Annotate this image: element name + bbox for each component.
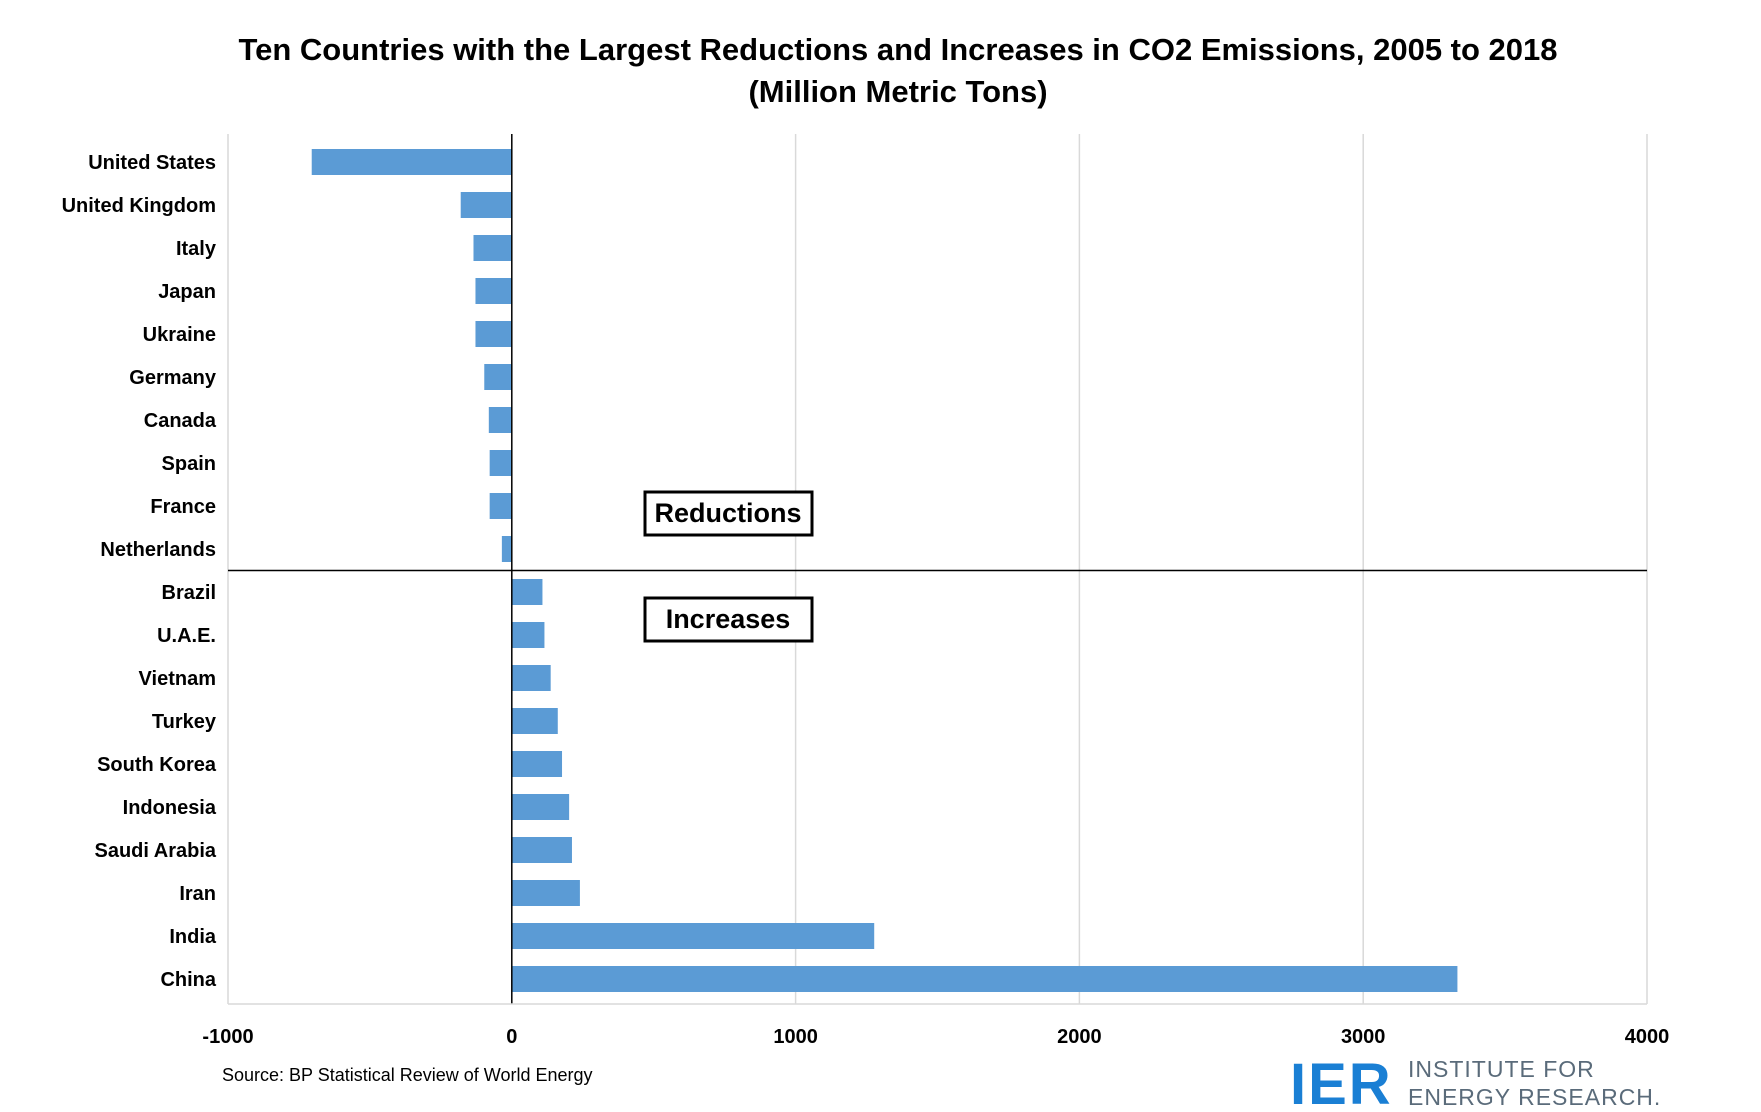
bars [311,149,1458,992]
x-tick-label: 3000 [1341,1026,1386,1048]
category-label: Turkey [152,711,217,733]
category-label: China [160,969,216,991]
ier-logo: IER INSTITUTE FOR ENERGY RESEARCH. [1290,1052,1661,1112]
category-label: United States [88,152,216,174]
bar [460,192,512,218]
bar [489,450,512,476]
category-label: Indonesia [123,797,217,819]
category-label: South Korea [97,754,217,776]
x-tick-labels: -1000 0 1000 2000 3000 4000 [202,1026,1669,1048]
category-label: Ukraine [143,324,216,346]
bar [488,407,512,433]
chart-title: Ten Countries with the Largest Reduction… [238,32,1557,67]
category-label: Vietnam [139,668,216,690]
x-tick-label: 2000 [1057,1026,1102,1048]
bar [511,665,551,691]
category-label: Japan [158,281,216,303]
bar [511,794,570,820]
bar [511,966,1458,992]
bar [511,579,543,605]
x-tick-label: 1000 [773,1026,818,1048]
category-label: Netherlands [100,539,216,561]
reductions-annotation: Reductions [643,490,814,537]
category-label: India [169,926,217,948]
category-label: Spain [162,453,216,475]
bar [511,622,545,648]
x-tick-label: -1000 [202,1026,253,1048]
logo-name-line1: INSTITUTE FOR [1408,1056,1595,1082]
category-label: Brazil [162,582,216,604]
bar [511,751,563,777]
logo-mark: IER [1290,1052,1393,1112]
category-label: Saudi Arabia [94,840,216,862]
category-label: Canada [144,410,217,432]
reductions-box [643,490,814,537]
x-tick-label: 4000 [1625,1026,1670,1048]
bar [511,837,572,863]
category-labels: United States United Kingdom Italy Japan Ukr… [62,152,217,991]
bar [511,708,558,734]
increases-box [643,596,814,643]
category-label: U.A.E. [157,625,216,647]
logo-name-line2: ENERGY RESEARCH. [1408,1084,1661,1110]
category-label: Germany [129,367,217,389]
category-label: Italy [176,238,217,260]
bar [511,880,580,906]
x-tick-label: 0 [506,1026,517,1048]
bar [475,321,512,347]
bar [501,536,512,562]
gridlines [227,134,1648,1004]
chart-subtitle: (Million Metric Tons) [748,74,1047,109]
source-note: Source: BP Statistical Review of World E… [222,1065,593,1085]
increases-label: Increases [666,604,791,634]
category-label: France [150,496,216,518]
category-label: United Kingdom [62,195,216,217]
bar [484,364,512,390]
reductions-label: Reductions [654,498,801,528]
bar [475,278,512,304]
increases-annotation: Increases [643,596,814,643]
bar [489,493,512,519]
bar [311,149,512,175]
category-label: Iran [179,883,216,905]
axes [228,134,1647,1005]
bar [511,923,875,949]
bar [473,235,512,261]
